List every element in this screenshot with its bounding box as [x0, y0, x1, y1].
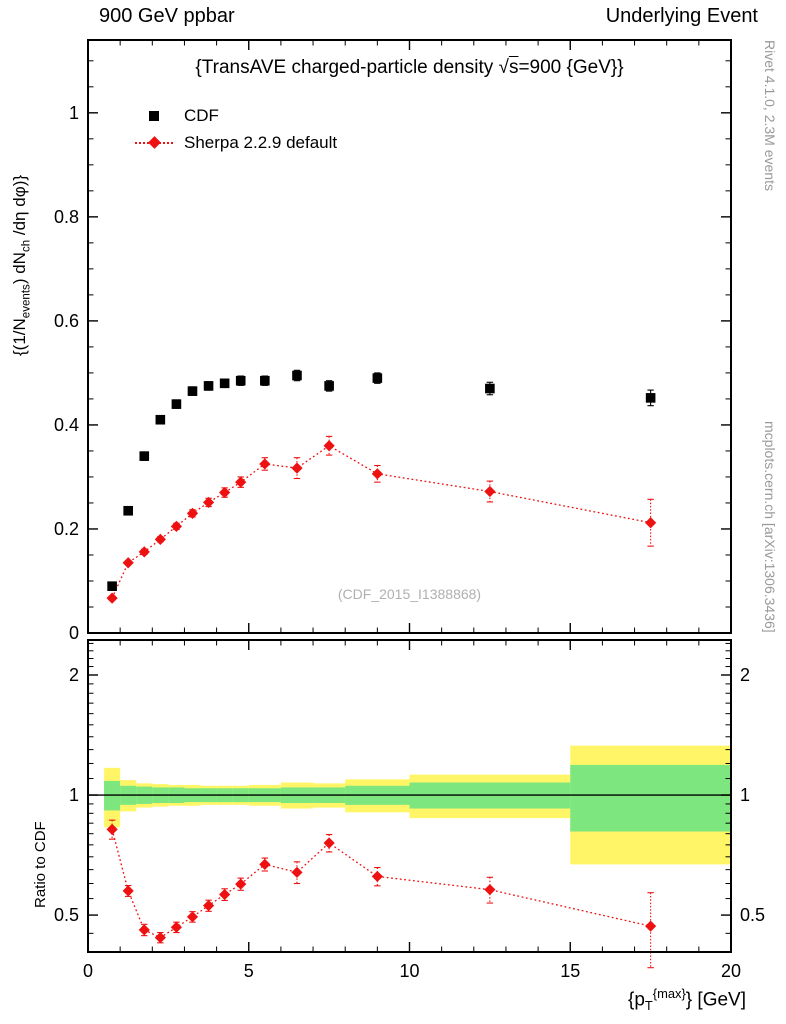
data-point-square [260, 375, 270, 386]
svg-text:2: 2 [69, 665, 79, 685]
data-point-diamond [484, 485, 496, 498]
data-point-diamond [645, 920, 657, 932]
data-point-square [219, 378, 230, 389]
data-point-diamond [371, 468, 383, 480]
plot-title: {TransAVE charged-particle density √s=90… [195, 57, 624, 78]
data-point-square [171, 399, 182, 409]
legend-marker-cell [132, 133, 176, 153]
svg-text:10: 10 [399, 961, 419, 981]
data-point-square [324, 381, 334, 391]
svg-text:5: 5 [244, 961, 254, 981]
data-point-diamond [219, 888, 231, 901]
analysis-topic-label: Underlying Event [605, 5, 758, 27]
legend-label-cdf: CDF [184, 105, 219, 125]
data-point-diamond [291, 462, 303, 474]
axes: 00.20.40.60.810.5 0.51 12 20 5 10 15 20 [54, 39, 765, 981]
ratio-y-axis-title: Ratio to CDF [32, 821, 49, 908]
data-point-diamond [202, 496, 215, 509]
data-point-square [123, 505, 133, 516]
data-point-diamond [219, 486, 231, 499]
data-point-diamond [170, 520, 183, 532]
data-point-diamond [645, 517, 657, 529]
x-axis-title: {pT{max}} [GeV] [627, 986, 746, 1014]
data-point-diamond [154, 533, 166, 545]
data-point-diamond [106, 823, 118, 836]
data-point-diamond [106, 592, 118, 604]
ratio-series [106, 819, 657, 969]
analysis-id-watermark: (CDF_2015_I1388868) [337, 586, 482, 602]
data-point-diamond [484, 884, 496, 896]
svg-text:20: 20 [721, 961, 741, 981]
svg-text:0: 0 [83, 961, 93, 981]
data-point-square [235, 375, 246, 386]
data-point-diamond [291, 866, 303, 878]
cdf-marker-icon [149, 110, 159, 121]
data-point-square [139, 451, 150, 461]
data-point-diamond [122, 557, 134, 569]
svg-text:0: 0 [69, 623, 79, 643]
data-point-diamond [186, 507, 199, 519]
data-point-diamond [186, 911, 199, 923]
svg-text:0.4: 0.4 [54, 415, 79, 435]
data-point-square [372, 373, 383, 383]
svg-text:1: 1 [740, 785, 750, 805]
data-point-diamond [323, 440, 335, 452]
data-point-square [485, 383, 495, 394]
data-point-square [107, 581, 117, 591]
legend-item-cdf: CDF [132, 102, 337, 129]
mcplots-reference-label: mcplots.cern.ch [arXiv:1306.3436] [762, 421, 778, 633]
svg-text:1: 1 [69, 785, 79, 805]
legend-label-sherpa: Sherpa 2.2.9 default [184, 132, 338, 152]
svg-text:0.6: 0.6 [54, 311, 79, 331]
svg-text:0.5: 0.5 [54, 905, 79, 925]
data-point-square [645, 393, 656, 403]
main-series [106, 369, 657, 604]
data-point-square [203, 381, 214, 391]
data-point-diamond [323, 837, 335, 849]
svg-text:0.5: 0.5 [740, 905, 765, 925]
data-point-diamond [170, 921, 183, 933]
data-point-diamond [235, 878, 247, 890]
data-point-diamond [259, 858, 271, 870]
data-point-diamond [202, 900, 215, 912]
sherpa-marker-icon [147, 136, 161, 149]
data-point-diamond [259, 458, 271, 470]
band-green [570, 764, 731, 832]
legend: CDF Sherpa 2.2.9 default [132, 102, 337, 156]
svg-text:2: 2 [740, 665, 750, 685]
rivet-version-label: Rivet 4.1.0, 2.3M events [762, 40, 778, 191]
data-point-square [292, 370, 302, 381]
svg-text:0.2: 0.2 [54, 519, 79, 539]
data-point-diamond [138, 924, 150, 936]
beam-energy-label: 900 GeV ppbar [99, 5, 235, 27]
svg-text:1: 1 [69, 103, 79, 123]
svg-text:15: 15 [560, 961, 580, 981]
data-point-diamond [138, 546, 150, 558]
data-point-diamond [235, 476, 247, 488]
data-point-square [187, 386, 198, 396]
data-point-square [155, 414, 166, 425]
legend-item-sherpa: Sherpa 2.2.9 default [132, 129, 337, 156]
data-point-diamond [371, 870, 383, 883]
legend-marker-cell [132, 106, 176, 126]
main-y-axis-title: {(1/Nevents) dNch /dη dφ)} [10, 174, 33, 356]
ratio-uncertainty-bands [104, 745, 731, 865]
data-point-diamond [154, 932, 166, 944]
data-point-diamond [122, 885, 134, 897]
svg-text:0.8: 0.8 [54, 207, 79, 227]
